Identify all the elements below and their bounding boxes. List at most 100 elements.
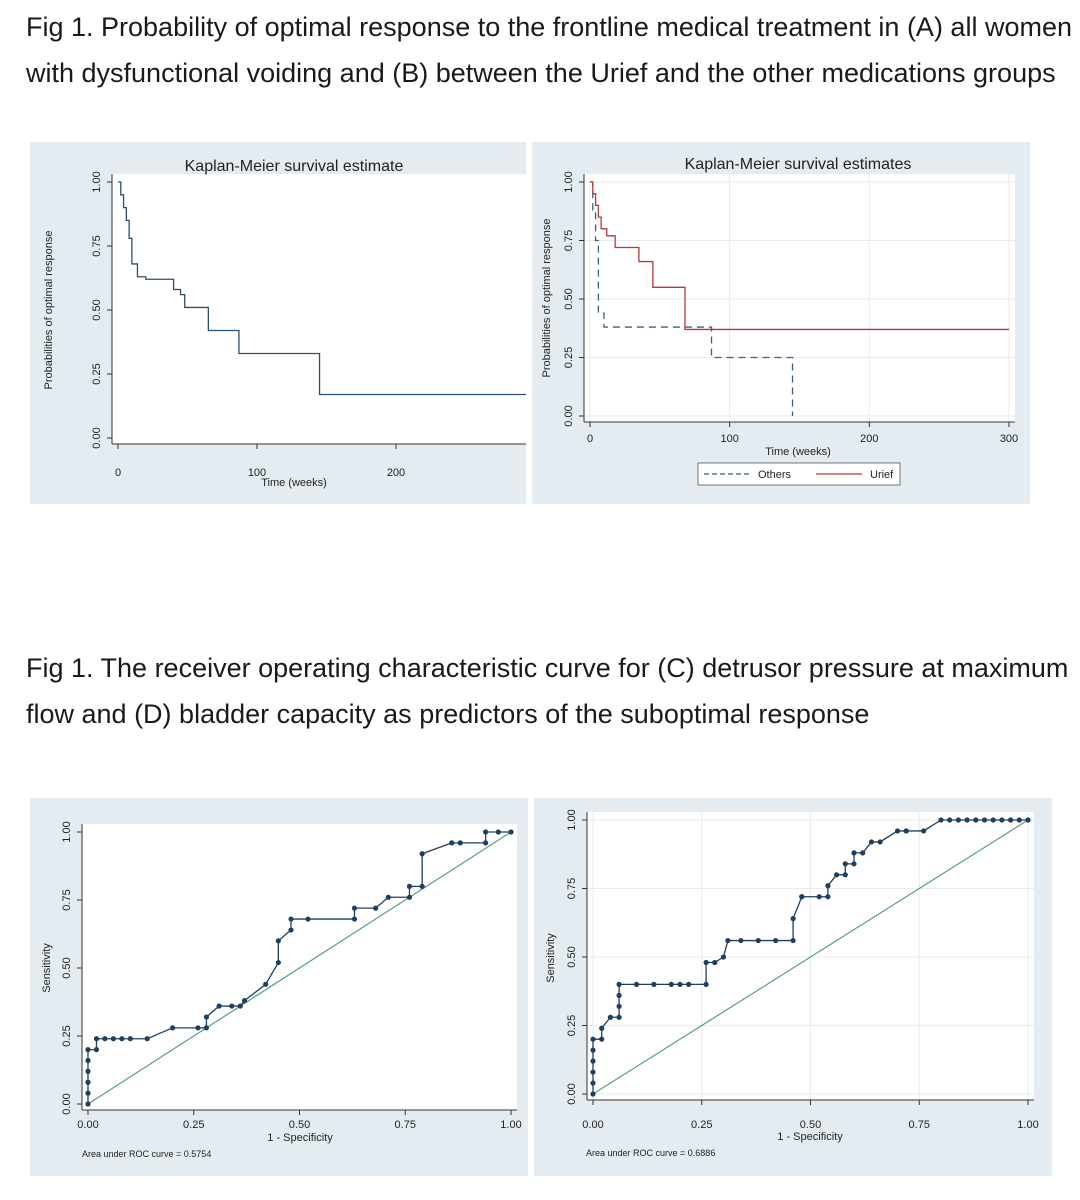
- data-point: [85, 1057, 91, 1064]
- data-point: [964, 817, 970, 823]
- data-point: [275, 938, 281, 944]
- y-tick-label: 0.50: [61, 957, 73, 978]
- x-tick-label: 0.25: [183, 1119, 204, 1131]
- y-axis-label: Sensitivity: [545, 933, 557, 983]
- x-tick-label: 1.00: [500, 1119, 521, 1131]
- y-tick-label: 0.25: [566, 1015, 578, 1036]
- data-point: [999, 817, 1005, 823]
- data-point: [385, 894, 391, 900]
- data-point: [790, 916, 796, 922]
- data-point: [894, 828, 901, 834]
- y-tick-label: 0.00: [61, 1093, 73, 1114]
- y-axis-label: Probabilities of optimal response: [541, 219, 553, 378]
- y-tick-label: 0.75: [566, 878, 578, 899]
- data-point: [755, 937, 761, 944]
- data-point: [203, 1025, 210, 1031]
- data-point: [725, 937, 731, 944]
- data-point: [981, 817, 988, 823]
- data-point: [590, 1091, 596, 1097]
- x-tick-label: 1.00: [1017, 1119, 1038, 1131]
- data-point: [203, 1014, 210, 1020]
- panel-d: 0.00 0.25 0.50 0.75 1.00 0.00 0.25 0.50 0.75 1.00…: [534, 798, 1052, 1176]
- data-point: [703, 959, 709, 966]
- data-point: [633, 981, 640, 987]
- x-axis-label: 1 - Specificity: [267, 1132, 333, 1144]
- data-point: [110, 1036, 116, 1042]
- data-point: [590, 1047, 596, 1053]
- data-point: [508, 829, 514, 835]
- x-tick-label: 100: [720, 433, 738, 445]
- data-point: [170, 1025, 176, 1031]
- x-tick-label: 0: [587, 433, 593, 445]
- data-point: [842, 861, 848, 867]
- y-tick-label: 0.50: [563, 288, 575, 309]
- data-point: [773, 937, 779, 944]
- legend-label: Others: [758, 469, 792, 481]
- plot-area: [82, 824, 517, 1110]
- data-point: [216, 1003, 222, 1009]
- data-point: [1008, 817, 1014, 823]
- data-point: [816, 894, 822, 900]
- data-point: [351, 916, 358, 922]
- data-point: [85, 1068, 91, 1074]
- panel-b: 0 100 200 300 0.00 0.25 0.50 0.75 1.00 Kaplan-Mei…: [532, 142, 1030, 504]
- x-tick-label: 0.25: [691, 1119, 712, 1131]
- data-point: [495, 829, 501, 835]
- data-point: [85, 1090, 91, 1096]
- y-tick-label: 0.00: [91, 427, 103, 448]
- data-point: [93, 1047, 100, 1053]
- x-tick-label: 0.00: [77, 1119, 98, 1131]
- legend-box: [697, 462, 901, 486]
- data-point: [288, 927, 294, 933]
- x-tick-label: 0.75: [909, 1119, 930, 1131]
- reference-line: [592, 819, 1029, 1095]
- plot-area: [112, 174, 526, 444]
- chart-title: Kaplan-Meier survival estimate: [185, 158, 404, 175]
- panel-a: 01002003000.000.250.500.751.00Kaplan-Mei…: [30, 142, 526, 504]
- y-tick-label: 1.00: [563, 171, 575, 192]
- data-point: [790, 937, 796, 944]
- data-point: [947, 817, 953, 823]
- data-point: [288, 916, 294, 922]
- data-point: [877, 839, 883, 845]
- data-point: [419, 883, 425, 889]
- data-point: [616, 981, 622, 987]
- x-tick-label: 200: [860, 433, 878, 445]
- data-point: [590, 1036, 596, 1042]
- series-line-0: [118, 181, 526, 396]
- data-point: [351, 905, 358, 911]
- data-point: [1016, 817, 1022, 823]
- data-point: [590, 1058, 596, 1064]
- reference-line: [87, 831, 512, 1105]
- data-point: [305, 916, 311, 922]
- data-point: [263, 981, 269, 987]
- x-tick-label: 0.75: [395, 1119, 416, 1131]
- data-point: [457, 840, 463, 846]
- roc-chart-detrusor-pressure: 0.00 0.25 0.50 0.75 1.00 0.00 0.25 0.50 0.75 1.00…: [41, 821, 522, 1159]
- y-tick-label: 0.00: [566, 1083, 578, 1104]
- data-point: [973, 817, 979, 823]
- y-tick-label: 1.00: [91, 171, 103, 192]
- auc-note: Area under ROC curve = 0.5754: [82, 1149, 211, 1159]
- data-point: [651, 981, 657, 987]
- data-point: [275, 959, 281, 966]
- data-point: [668, 981, 674, 987]
- data-point: [599, 1036, 605, 1042]
- y-tick-label: 0.25: [91, 363, 103, 384]
- data-point: [990, 817, 996, 823]
- panel-c: 0.00 0.25 0.50 0.75 1.00 0.00 0.25 0.50 0.75 1.00…: [30, 798, 528, 1176]
- data-point: [406, 894, 413, 900]
- data-point: [127, 1036, 133, 1042]
- x-tick-label: 0.00: [582, 1119, 603, 1131]
- data-point: [616, 1014, 622, 1020]
- data-point: [483, 829, 489, 835]
- y-tick-label: 1.00: [61, 821, 73, 842]
- data-point: [237, 1003, 243, 1009]
- data-point: [241, 998, 248, 1004]
- data-point: [119, 1036, 125, 1042]
- x-axis-label: Time (weeks): [765, 446, 831, 458]
- y-tick-label: 0.50: [91, 299, 103, 320]
- data-point: [686, 981, 692, 987]
- data-point: [616, 992, 622, 998]
- data-point: [738, 937, 744, 944]
